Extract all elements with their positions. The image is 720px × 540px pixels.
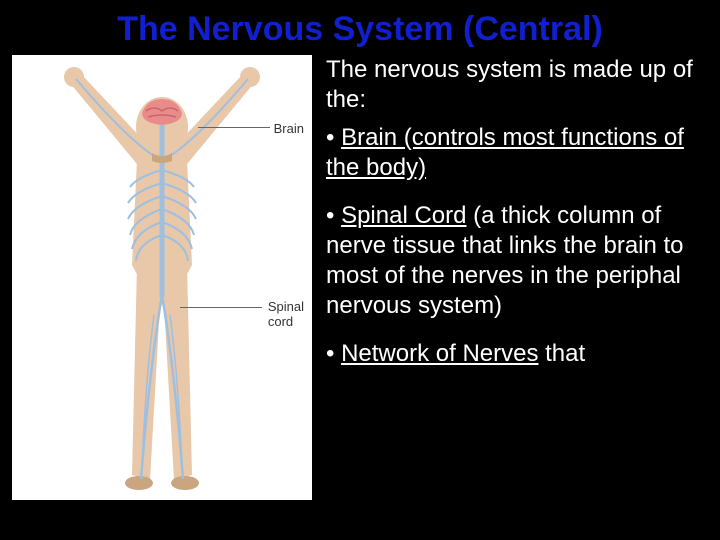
bullet-brain: • Brain (controls most functions of the …	[326, 123, 708, 183]
bullet-brain-u: Brain (controls most functions of the bo…	[326, 124, 684, 181]
bullet-network-u: Network of Nerves	[341, 340, 538, 367]
label-brain-line	[198, 127, 270, 128]
bullet-spinal-u: Spinal Cord	[341, 202, 466, 229]
label-spinal-line	[180, 307, 262, 308]
label-spinal: Spinal cord	[268, 299, 304, 329]
intro-text: The nervous system is made up of the:	[326, 55, 708, 115]
anatomy-figure: Brain Spinal cord	[12, 55, 312, 500]
content-row: Brain Spinal cord The nervous system is …	[0, 55, 720, 500]
bullet-network-rest: that	[538, 340, 585, 367]
human-svg	[42, 65, 282, 495]
label-brain: Brain	[274, 121, 304, 136]
page-title: The Nervous System (Central)	[0, 0, 720, 55]
text-column: The nervous system is made up of the: • …	[312, 55, 708, 500]
bullet-spinal: • Spinal Cord (a thick column of nerve t…	[326, 201, 708, 321]
bullet-network: • Network of Nerves that	[326, 339, 708, 369]
title-text: The Nervous System (Central)	[117, 10, 603, 48]
